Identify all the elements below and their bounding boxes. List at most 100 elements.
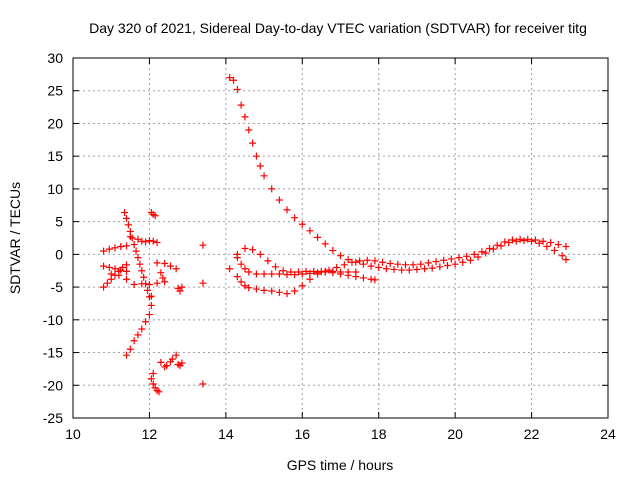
x-axis-label: GPS time / hours <box>287 457 394 473</box>
data-point-marker <box>123 267 130 275</box>
data-point-marker <box>348 258 356 266</box>
data-point-marker <box>157 358 165 366</box>
data-point-marker <box>142 238 150 246</box>
data-point-marker <box>554 241 562 249</box>
data-point-marker <box>138 280 146 288</box>
data-point-marker <box>144 286 152 294</box>
axis-ticks <box>72 57 609 419</box>
data-point-marker <box>558 252 566 260</box>
data-point-marker <box>314 233 322 241</box>
data-point-marker <box>405 266 413 274</box>
data-point-marker <box>279 267 287 275</box>
data-point-marker <box>421 265 429 273</box>
data-point-marker <box>233 273 241 281</box>
data-point-marker <box>117 243 125 251</box>
y-tick-label: 10 <box>47 181 63 197</box>
y-tick-label: -20 <box>43 377 63 393</box>
data-point-marker <box>310 267 318 275</box>
x-tick-label: 18 <box>371 426 387 442</box>
data-point-marker <box>298 220 306 228</box>
sat-track-descending-main <box>226 74 570 274</box>
data-point-marker <box>363 256 371 264</box>
data-point-marker <box>119 263 127 271</box>
data-point-marker <box>417 260 425 268</box>
data-point-marker <box>451 260 459 268</box>
data-point-marker <box>226 74 234 82</box>
data-point-marker <box>291 271 299 279</box>
data-point-marker <box>340 261 348 269</box>
data-point-marker <box>512 237 520 245</box>
data-point-marker <box>428 264 436 272</box>
data-point-marker <box>121 208 129 216</box>
y-tick-label: 0 <box>55 246 63 262</box>
data-point-marker <box>103 279 111 287</box>
data-point-marker <box>136 260 144 268</box>
data-point-marker <box>159 274 167 282</box>
sat-track-early-left-lines <box>100 242 169 291</box>
data-point-marker <box>562 256 570 264</box>
data-point-marker <box>153 239 161 247</box>
data-point-marker <box>256 250 264 258</box>
data-point-marker <box>153 259 161 267</box>
data-point-marker <box>138 325 146 333</box>
data-point-marker <box>126 233 134 241</box>
data-point-marker <box>275 270 283 278</box>
y-tick-label: -15 <box>43 345 63 361</box>
data-point-marker <box>283 271 291 279</box>
data-point-marker <box>306 269 314 277</box>
sat-track-early-low-cluster <box>147 259 186 396</box>
data-point-marker <box>329 246 337 254</box>
data-point-marker <box>163 362 171 370</box>
data-point-marker <box>155 388 163 396</box>
plot-frame <box>72 57 609 419</box>
sat-track-lowest-band <box>233 267 360 298</box>
data-point-marker <box>314 270 322 278</box>
data-point-marker <box>126 345 134 353</box>
data-point-marker <box>367 275 375 283</box>
data-point-marker <box>547 239 555 247</box>
data-point-marker <box>283 290 291 298</box>
data-point-marker <box>140 273 148 281</box>
data-point-marker <box>501 238 509 246</box>
data-point-marker <box>306 275 314 283</box>
data-point-marker <box>283 206 291 214</box>
data-point-marker <box>520 237 528 245</box>
data-point-marker <box>306 227 314 235</box>
y-tick-labels: -25 -20 -15 -10 -5 0 5 10 15 20 25 30 <box>43 50 63 426</box>
data-point-marker <box>151 212 159 220</box>
data-point-marker <box>291 287 299 295</box>
data-point-marker <box>409 261 417 269</box>
sat-track-early-center-lines <box>126 208 161 247</box>
data-point-marker <box>138 267 146 275</box>
data-point-marker <box>111 244 119 252</box>
x-tick-label: 12 <box>142 426 158 442</box>
data-point-marker <box>124 221 132 229</box>
y-tick-label: -25 <box>43 410 63 426</box>
data-point-marker <box>268 270 276 278</box>
sat-track-upper-band <box>241 235 570 276</box>
data-point-marker <box>356 257 364 265</box>
data-point-marker <box>100 283 108 291</box>
data-point-marker <box>123 275 130 283</box>
data-point-marker <box>233 250 241 258</box>
data-point-marker <box>344 256 352 264</box>
data-point-marker <box>375 263 383 271</box>
data-point-marker <box>145 293 153 301</box>
data-point-marker <box>260 286 268 294</box>
data-point-marker <box>291 214 299 222</box>
y-tick-label: 25 <box>47 83 63 99</box>
data-point-marker <box>287 268 295 276</box>
data-point-marker <box>199 241 207 249</box>
y-tick-label: 30 <box>47 50 63 66</box>
data-point-marker <box>268 287 276 295</box>
data-point-marker <box>149 237 157 245</box>
data-point-marker <box>107 270 115 278</box>
data-point-marker <box>105 245 113 253</box>
data-point-marker <box>474 253 482 261</box>
data-point-marker <box>241 113 249 121</box>
data-point-marker <box>493 241 501 249</box>
data-point-marker <box>531 236 539 244</box>
data-point-marker <box>337 252 344 260</box>
data-point-marker <box>535 239 543 247</box>
